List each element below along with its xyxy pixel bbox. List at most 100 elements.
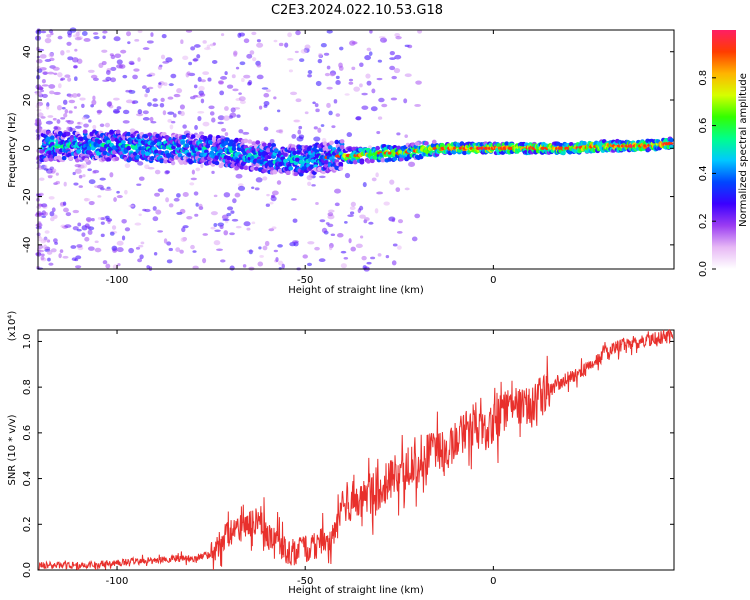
heatmap-cell [82, 174, 86, 178]
heatmap-cell [370, 106, 378, 112]
heatmap-cell [243, 221, 251, 227]
heatmap-cell [217, 121, 224, 125]
heatmap-cell [78, 136, 84, 142]
heatmap-cell [226, 212, 232, 217]
snr-y-label: SNR (10 * v/v) [7, 414, 18, 485]
heatmap-cell [97, 139, 103, 145]
heatmap-cell [214, 160, 220, 166]
heatmap-cell [168, 83, 174, 87]
heatmap-cell [39, 54, 47, 59]
heatmap-cell [35, 120, 43, 126]
heatmap-cell [76, 93, 81, 97]
colorbar-tick-label: 0.4 [698, 165, 709, 181]
heatmap-cell [364, 217, 370, 222]
heatmap-cell [61, 106, 66, 110]
heatmap-cell [398, 157, 404, 162]
heatmap-cell [230, 210, 235, 214]
heatmap-y-tick-label: 40 [22, 45, 33, 58]
heatmap-cell [121, 139, 126, 145]
heatmap-cell [111, 225, 117, 230]
heatmap-cell [168, 247, 173, 252]
heatmap-cell [72, 171, 76, 176]
heatmap-cell [396, 245, 402, 250]
heatmap-cell [142, 117, 150, 121]
heatmap-cell [41, 215, 47, 218]
heatmap-cell [177, 152, 183, 158]
heatmap-cell [45, 120, 53, 125]
heatmap-cell [73, 106, 78, 109]
heatmap-cell [239, 61, 246, 66]
heatmap-cell [76, 228, 82, 232]
heatmap-cell [198, 203, 203, 209]
heatmap-cell [459, 141, 465, 146]
heatmap-cell [263, 126, 269, 131]
heatmap-cell [101, 60, 107, 66]
heatmap-cell [236, 114, 241, 118]
heatmap-cell [191, 169, 195, 175]
heatmap-cell [67, 77, 72, 82]
heatmap-cell [116, 106, 122, 110]
heatmap-cell [200, 162, 204, 168]
heatmap-cell [60, 117, 66, 120]
heatmap-cell [109, 172, 114, 178]
heatmap-cell [189, 182, 195, 186]
snr-x-ticks: -100 -50 0 [106, 330, 497, 587]
heatmap-cell [142, 208, 147, 212]
heatmap-cell [42, 237, 49, 242]
heatmap-cell [378, 97, 385, 103]
heatmap-cell [235, 173, 243, 179]
snr-y-tick-label: 1.0 [22, 333, 33, 349]
heatmap-cell [258, 246, 262, 250]
colorbar: 0.0 0.2 0.4 0.6 0.8 Normalized spectral ampl… [698, 30, 749, 277]
heatmap-cell [265, 89, 271, 93]
heatmap-cell [36, 232, 41, 237]
heatmap-cell [105, 215, 110, 220]
heatmap-cell [74, 37, 82, 41]
heatmap-cell [292, 218, 298, 223]
heatmap-cell [157, 83, 162, 89]
heatmap-cell [101, 49, 108, 53]
heatmap-cell [371, 177, 377, 182]
heatmap-cell [323, 52, 330, 56]
heatmap-cell [304, 44, 311, 50]
heatmap-cell [255, 177, 263, 183]
heatmap-cell [111, 245, 118, 251]
heatmap-cell [117, 263, 121, 267]
snr-panel: -100 -50 0 0.0 0.2 0.4 0.6 0.8 1.0 Height of st… [7, 311, 675, 596]
heatmap-cell [48, 52, 54, 58]
heatmap-cell [202, 233, 209, 236]
heatmap-cell [340, 263, 347, 269]
heatmap-cell [329, 245, 333, 251]
heatmap-cell [87, 229, 93, 235]
heatmap-cell [138, 213, 142, 217]
heatmap-cell [71, 57, 79, 63]
heatmap-cell [211, 136, 217, 141]
heatmap-cell [171, 145, 176, 150]
heatmap-cell [48, 196, 55, 200]
heatmap-cell [45, 105, 50, 110]
heatmap-cell [196, 54, 201, 59]
heatmap-cell [350, 201, 356, 207]
heatmap-cell [393, 67, 401, 74]
heatmap-cell [350, 246, 356, 252]
heatmap-cell [67, 93, 74, 98]
heatmap-cell [116, 195, 123, 199]
heatmap-cell [152, 98, 158, 102]
heatmap-cell [170, 73, 177, 79]
heatmap-cell [36, 55, 41, 59]
heatmap-cell [251, 221, 256, 225]
heatmap-cell [318, 258, 326, 263]
heatmap-cell [194, 132, 198, 136]
colorbar-ticks: 0.0 0.2 0.4 0.6 0.8 [698, 70, 716, 277]
heatmap-cell [213, 222, 218, 227]
heatmap-cell [56, 105, 62, 111]
heatmap-cell [167, 111, 175, 115]
heatmap-cell [124, 189, 128, 195]
heatmap-cell [106, 139, 112, 145]
heatmap-cell [46, 250, 53, 255]
heatmap-cell [105, 76, 112, 81]
heatmap-cell [504, 141, 510, 146]
heatmap-cell [431, 139, 437, 145]
heatmap-cell [359, 214, 366, 219]
heatmap-cell [262, 245, 268, 251]
